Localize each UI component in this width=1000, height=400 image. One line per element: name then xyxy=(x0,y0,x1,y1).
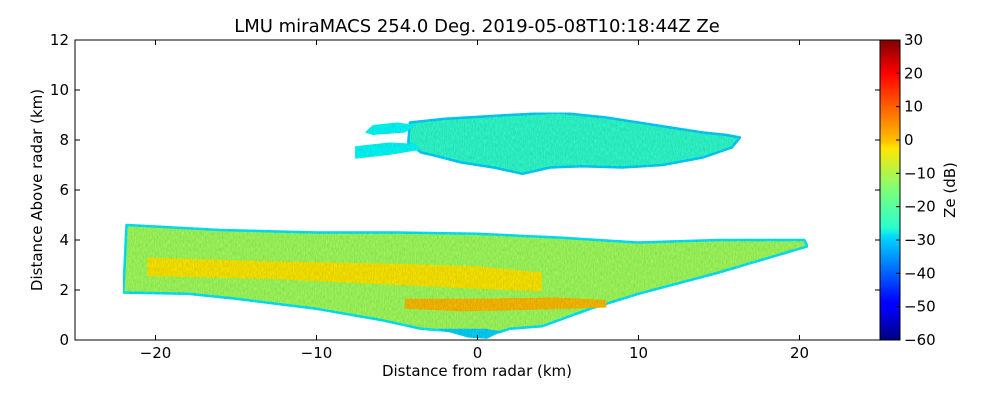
colorbar-tick-label: −10 xyxy=(904,164,936,182)
chart-title: LMU miraMACS 254.0 Deg. 2019-05-08T10:18… xyxy=(234,16,720,37)
colorbar xyxy=(879,39,901,341)
y-tick-label: 0 xyxy=(59,331,69,349)
reflectivity-field xyxy=(122,111,809,339)
x-tick-label: 10 xyxy=(629,344,648,362)
region-upper-cloud-fragment xyxy=(355,142,420,159)
x-axis: −20 −10 0 10 20 xyxy=(140,40,809,362)
colorbar-tick-label: −30 xyxy=(904,231,936,249)
x-tick-label: −20 xyxy=(140,344,172,362)
region-upper-cloud-layer xyxy=(407,111,742,176)
colorbar-tick-label: −20 xyxy=(904,198,936,216)
y-tick-label: 6 xyxy=(59,181,69,199)
y-axis-label: Distance Above radar (km) xyxy=(28,89,46,291)
x-tick-label: 0 xyxy=(473,344,483,362)
region-lower-layer-base xyxy=(437,328,502,339)
y-tick-label: 4 xyxy=(59,231,69,249)
colorbar-tick-label: 20 xyxy=(904,64,923,82)
colorbar-tick-label: −50 xyxy=(904,298,936,316)
region-lower-layer-reflectivity-core xyxy=(147,257,542,292)
y-axis: 0 2 4 6 8 10 12 xyxy=(50,31,880,349)
y-tick-label: 2 xyxy=(59,281,69,299)
x-axis-label: Distance from radar (km) xyxy=(382,362,572,380)
x-tick-label: −10 xyxy=(301,344,333,362)
region-lower-layer-enhanced-band xyxy=(405,297,607,312)
region-upper-cloud-fragment xyxy=(364,122,417,135)
colorbar-ticks: 30 20 10 0 −10 −20 −30 −40 −50 −60 xyxy=(896,31,936,349)
colorbar-label: Ze (dB) xyxy=(941,162,959,218)
y-tick-label: 8 xyxy=(59,131,69,149)
colorbar-tick-label: −60 xyxy=(904,331,936,349)
colorbar-tick-label: 0 xyxy=(904,131,914,149)
y-tick-label: 10 xyxy=(50,81,69,99)
colorbar-tick-label: −40 xyxy=(904,264,936,282)
colorbar-tick-label: 10 xyxy=(904,98,923,116)
x-tick-label: 20 xyxy=(790,344,809,362)
y-tick-label: 12 xyxy=(50,31,69,49)
colorbar-tick-label: 30 xyxy=(904,31,923,49)
